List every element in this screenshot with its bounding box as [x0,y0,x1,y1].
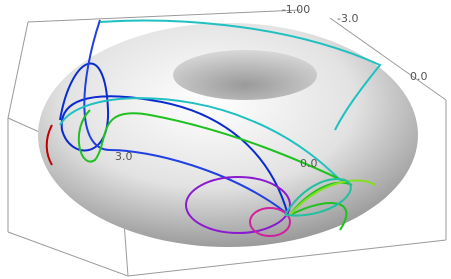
axis-label: -3.0 [337,12,358,25]
axis-label: 0.0 [300,157,318,170]
axis-label: -1.00 [282,3,310,16]
axis-label: 3.0 [115,150,133,163]
page: -1.00-3.00.03.00.0 (() => { const data =… [0,0,451,279]
torus-hole [173,50,317,100]
axis-label: 0.0 [410,70,428,83]
torus-plot: -1.00 -3.0 0.0 3.0 0.0 [0,0,451,279]
